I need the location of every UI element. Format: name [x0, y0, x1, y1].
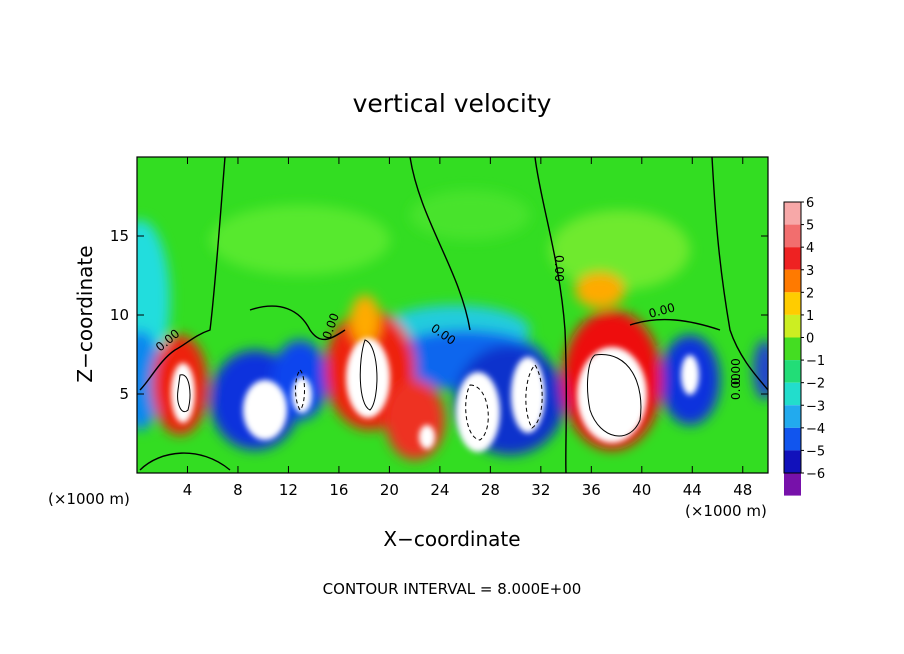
- x-tick-label: 44: [683, 481, 702, 499]
- x-tick-label: 16: [329, 481, 348, 499]
- colorbar-swatch: [784, 473, 801, 496]
- x-tick-label: 32: [531, 481, 550, 499]
- colorbar-tick-label: 0: [806, 332, 814, 347]
- colorbar-swatch: [784, 247, 801, 270]
- x-tick-label: 8: [233, 481, 243, 499]
- colorbar-tick-label: 2: [806, 286, 814, 301]
- heatmap-field: [137, 157, 768, 473]
- colorbar-tick-label: 5: [806, 219, 814, 234]
- contour-label: 0.00: [729, 358, 743, 385]
- colorbar-tick-label: 4: [806, 241, 814, 256]
- x-unit-right: (×1000 m): [685, 502, 767, 520]
- x-tick-label: 28: [481, 481, 500, 499]
- colorbar-swatch: [784, 360, 801, 383]
- x-axis: 4 8 12 16 20 24 28 32 36 40 44 48: [183, 157, 752, 499]
- colorbar-swatch: [784, 292, 801, 315]
- colorbar-tick-label: −4: [806, 422, 825, 437]
- y-tick-label: 10: [110, 306, 129, 324]
- zero-contours: [139, 157, 768, 473]
- colorbar-tick-label: 6: [806, 196, 814, 211]
- colorbar-swatch: [784, 405, 801, 428]
- y-tick-label: 15: [110, 227, 129, 245]
- x-tick-label: 24: [430, 481, 449, 499]
- colorbar-tick-label: −3: [806, 399, 825, 414]
- colorbar-swatch: [784, 202, 801, 225]
- y-tick-label: 5: [119, 385, 129, 403]
- colorbar-swatch: [784, 427, 801, 451]
- x-tick-label: 20: [380, 481, 399, 499]
- colorbar-tick-label: −1: [806, 354, 825, 369]
- x-tick-label: 48: [733, 481, 752, 499]
- colorbar-tick-label: −5: [806, 444, 825, 459]
- colorbar-tick-label: 3: [806, 264, 814, 279]
- colorbar-swatch: [784, 269, 801, 293]
- chart-title: vertical velocity: [353, 89, 552, 118]
- x-axis-label: X−coordinate: [383, 527, 520, 551]
- contour-label: 0.00: [647, 300, 676, 320]
- x-tick-label: 4: [183, 481, 193, 499]
- x-tick-label: 12: [279, 481, 298, 499]
- colorbar-tick-label: −2: [806, 377, 825, 392]
- colorbar-swatch: [784, 337, 801, 361]
- colorbar-tick-label: −6: [806, 467, 825, 482]
- x-tick-label: 40: [632, 481, 651, 499]
- y-axis: 5 10 15: [110, 227, 768, 403]
- colorbar: 6 5 4 3 2 1 0 −1 −2 −3 −4 −5 −6: [783, 196, 825, 496]
- x-unit-left: (×1000 m): [48, 490, 130, 508]
- colorbar-tick-label: 1: [806, 309, 814, 324]
- y-axis-label: Z−coordinate: [73, 245, 97, 382]
- contour-label: 0.00: [552, 255, 566, 282]
- colorbar-swatch: [784, 450, 801, 473]
- colorbar-swatch: [784, 382, 801, 406]
- contour-interval-footer: CONTOUR INTERVAL = 8.000E+00: [323, 580, 582, 598]
- colorbar-swatch: [784, 224, 801, 248]
- colorbar-swatch: [784, 314, 801, 338]
- contour-label: 0.00: [729, 373, 743, 400]
- x-tick-label: 36: [582, 481, 601, 499]
